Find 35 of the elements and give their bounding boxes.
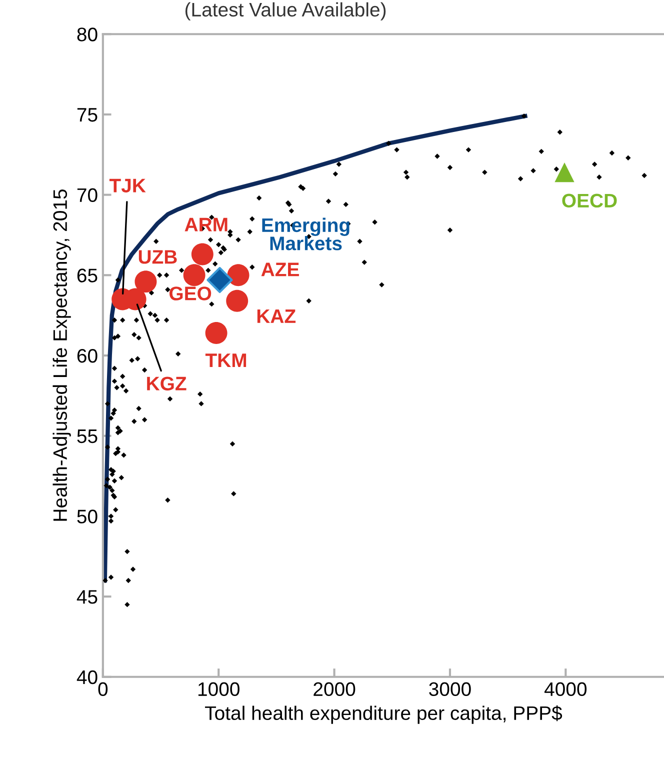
y-tick-label: 65 — [77, 268, 98, 282]
series-label: UZB — [138, 250, 177, 264]
series-label: OECD — [562, 194, 617, 208]
y-axis-title: Health-Adjusted Life Expectancy, 2015 — [52, 189, 71, 521]
series-label: ARM — [184, 218, 228, 232]
x-tick-label: 0 — [98, 682, 108, 696]
chart-subtitle: (Latest Value Available) — [185, 2, 386, 20]
x-tick-label: 2000 — [314, 682, 356, 696]
text: KGZ — [147, 376, 186, 390]
point — [183, 264, 206, 286]
point — [205, 322, 228, 344]
series-label: GEO — [170, 286, 212, 300]
point — [554, 162, 574, 182]
y-tick-label: 80 — [77, 28, 98, 42]
series-label: AZE — [261, 262, 299, 276]
y-tick-label: 45 — [76, 590, 98, 604]
series-label: KAZ — [257, 310, 296, 323]
y-tick-label: 70 — [77, 188, 98, 202]
text: Emerging Markets — [262, 218, 350, 250]
text: TJK — [109, 178, 146, 192]
x-tick-label: 4000 — [544, 682, 587, 696]
y-tick-label: 75 — [77, 108, 98, 122]
line-series — [102, 114, 528, 583]
x-tick-label: 1000 — [198, 682, 240, 696]
point — [227, 264, 250, 286]
y-tick-label: 40 — [76, 670, 98, 684]
point — [226, 290, 248, 312]
x-tick-label: 3000 — [429, 682, 471, 696]
point — [134, 270, 157, 293]
series-label: TKM — [205, 354, 246, 368]
y-tick-label: 50 — [77, 510, 98, 524]
x-axis-title: Total health expenditure per capita, PPP$ — [205, 705, 562, 724]
y-tick-label: 60 — [77, 348, 98, 363]
point — [191, 243, 214, 266]
y-tick-label: 55 — [77, 430, 98, 444]
